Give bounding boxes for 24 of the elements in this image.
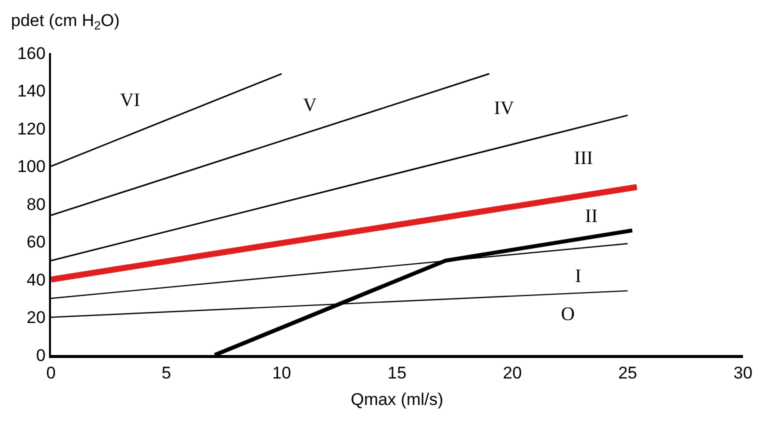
x-tick-label: 20 <box>502 363 522 382</box>
annotation: VI <box>120 90 140 111</box>
y-tick-label: 100 <box>17 157 46 176</box>
y-tick-label: 40 <box>26 270 46 290</box>
annotation: V <box>303 95 317 116</box>
x-tick-label: 5 <box>162 363 172 382</box>
y-tick-label: 120 <box>17 119 46 138</box>
annotation: O <box>561 304 575 325</box>
y-tick-label: 60 <box>26 232 46 252</box>
y-tick-label: 0 <box>36 346 46 365</box>
x-tick-label: 25 <box>618 363 638 382</box>
y-tick-label: 80 <box>26 194 46 214</box>
y-axis-title: pdet (cm H$_{2}$O) <box>11 11 120 33</box>
annotation: III <box>574 148 593 169</box>
x-tick-label: 10 <box>272 363 292 382</box>
y-tick-label: 20 <box>26 308 46 328</box>
x-tick-label: 15 <box>388 363 406 382</box>
x-tick-label: 30 <box>734 363 752 382</box>
annotation: IV <box>494 98 514 119</box>
y-tick-label: 140 <box>17 82 46 101</box>
annotation: I <box>575 266 582 287</box>
x-axis-title: Qmax (ml/s) <box>350 390 444 409</box>
y-tick-label: 160 <box>17 44 46 63</box>
annotation: II <box>585 206 598 227</box>
